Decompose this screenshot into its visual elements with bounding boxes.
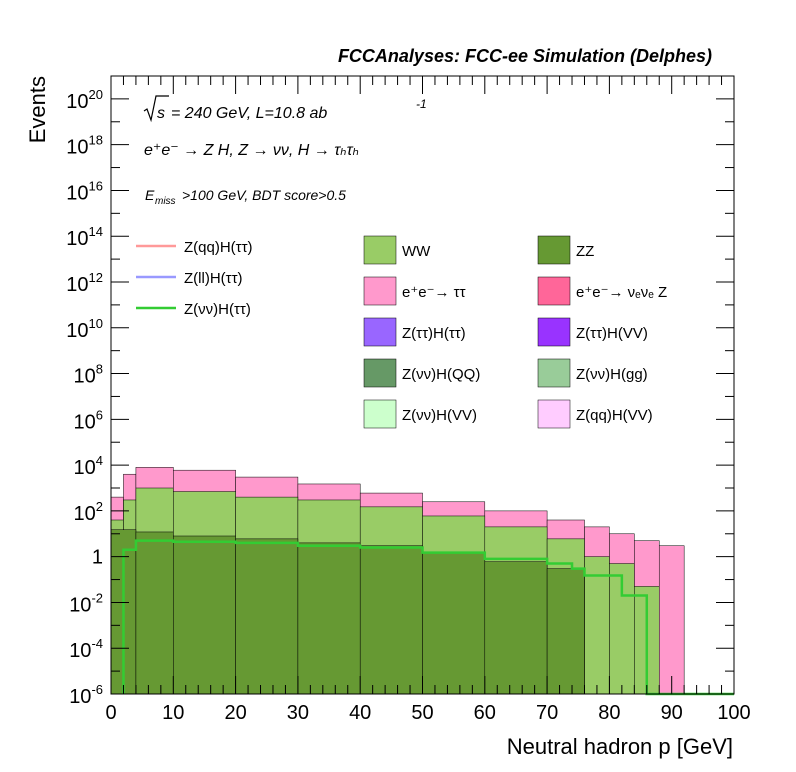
x-tick-label: 80 (598, 702, 620, 724)
legend-label: Z(νν)H(QQ) (402, 366, 480, 383)
x-tick-label: 40 (349, 702, 371, 724)
bar-zz (359, 545, 423, 695)
annotation-process: e⁺e⁻ → Z H, Z → νν, H → τₕτₕ (144, 142, 359, 159)
bar-zz (546, 568, 585, 695)
legend-label: e⁺e⁻→ ττ (402, 284, 466, 301)
y-tick-label: 1020 (66, 87, 103, 113)
legend-box-swatch (537, 235, 571, 265)
bar-zz (235, 538, 299, 695)
y-tick-label: 106 (74, 407, 103, 433)
legend-box-swatch (537, 399, 571, 429)
x-tick-label: 0 (105, 702, 116, 724)
y-axis-label: Events (25, 76, 50, 143)
bar-zz (135, 531, 174, 695)
bar-zz (422, 552, 486, 695)
x-tick-label: 90 (661, 702, 683, 724)
annotation-sqrt-s: s (157, 105, 165, 122)
legend-label: WW (402, 243, 431, 260)
series-line-znunu-htautau (122, 539, 734, 696)
bar-e-e- (658, 545, 685, 695)
plot-layer (110, 467, 734, 696)
legend-box-swatch (363, 358, 397, 388)
y-tick-label: 102 (74, 499, 103, 525)
bar-zz (297, 542, 361, 695)
annotation-cuts: >100 GeV, BDT score>0.5 (182, 187, 346, 203)
legend-label: ZZ (576, 243, 594, 260)
annotations: s = 240 GeV, L=10.8 ab -1 e⁺e⁻ → Z H, Z … (143, 95, 427, 207)
y-tick-label: 1012 (66, 270, 103, 296)
annotation-lumi-exp: -1 (416, 97, 427, 111)
y-tick-label: 10-6 (69, 682, 103, 708)
y-tick-label: 10-2 (69, 590, 103, 616)
bar-zz (173, 535, 236, 695)
legend-box-swatch (363, 276, 397, 306)
y-tick-label: 1018 (66, 133, 103, 159)
legend-label: Z(ll)H(ττ) (184, 270, 243, 287)
annotation-emiss-e: E (145, 187, 155, 203)
x-tick-label: 70 (536, 702, 558, 724)
legend-label: Z(ττ)H(VV) (576, 325, 648, 342)
y-tick-label: 1014 (66, 224, 103, 250)
x-tick-label: 20 (224, 702, 246, 724)
legend-label: Z(ττ)H(ττ) (402, 325, 466, 342)
legend-label: Z(qq)H(ττ) (184, 239, 253, 256)
y-tick-label: 10-4 (69, 636, 103, 662)
chart-title: FCCAnalyses: FCC-ee Simulation (Delphes) (338, 46, 712, 66)
legend-label: Z(νν)H(gg) (576, 366, 648, 383)
legend-box-swatch (363, 317, 397, 347)
legend: Z(qq)H(ττ) Z(ll)H(ττ) Z(νν)H(ττ) WW ZZ e⁺e⁻→ … (136, 235, 667, 429)
legend-box-swatch (537, 317, 571, 347)
legend-box-swatch (537, 358, 571, 388)
y-tick-label: 104 (74, 453, 103, 479)
legend-label: e⁺e⁻→ νₑνₑ Z (576, 284, 667, 301)
x-axis-label: Neutral hadron p [GeV] (507, 734, 733, 759)
x-tick-label: 60 (474, 702, 496, 724)
bar-ww (584, 556, 610, 695)
legend-label: Z(νν)H(VV) (402, 407, 477, 424)
axes-layer: 0 10 20 30 40 50 60 70 80 90 10010-610-410-2110210… (66, 75, 751, 724)
bar-zz (484, 561, 548, 695)
x-tick-label: 50 (411, 702, 433, 724)
sqrt-sign-icon (143, 95, 169, 123)
x-tick-label: 10 (162, 702, 184, 724)
legend-label: Z(νν)H(ττ) (184, 301, 251, 318)
annotation-energy: = 240 GeV, L=10.8 ab (171, 105, 327, 122)
legend-box-swatch (363, 399, 397, 429)
y-tick-label: 1016 (66, 178, 103, 204)
y-tick-label: 108 (74, 362, 103, 388)
x-tick-label: 100 (717, 702, 750, 724)
legend-label: Z(qq)H(VV) (576, 407, 653, 424)
y-tick-label: 1010 (66, 316, 103, 342)
y-tick-label: 1 (92, 547, 103, 569)
annotation-emiss-sub: miss (155, 196, 176, 207)
legend-box-swatch (537, 276, 571, 306)
x-tick-label: 30 (287, 702, 309, 724)
legend-box-swatch (363, 235, 397, 265)
